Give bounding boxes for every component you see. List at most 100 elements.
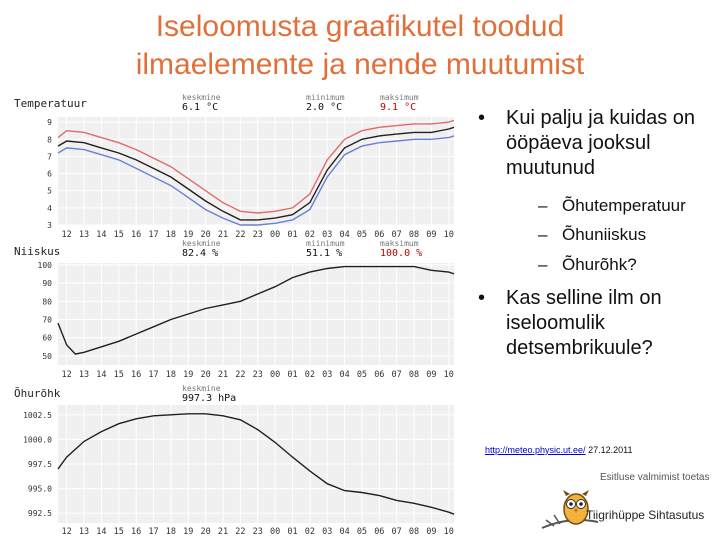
temperature-mean-stat: keskmine 6.1 °C [182,93,221,114]
humidity-min-stat: miinimum 51.1 % [306,239,345,260]
x-tick-label: 07 [392,370,402,380]
owl-on-branch-icon [541,490,599,529]
humidity-mean-stat: keskmine 82.4 % [182,239,221,260]
temperature-panel: Temperatuur keskmine 6.1 °C miinimum 2.0… [14,93,460,243]
slide-title-line-2: ilmaelemente ja nende muutumist [135,48,585,81]
temperature-chart: 3 4 5 6 7 8 9 12 13 14 15 16 17 18 19 20 21 22 23 00 01 02 03 0… [47,117,455,240]
x-tick-label: 22 [235,230,245,240]
slide-title-line-1: Iseloomusta graafikutel toodud [155,10,565,43]
subitem-dash: – [538,255,548,274]
y-tick-label: 8 [47,135,52,144]
y-tick-label: 80 [42,297,52,306]
bullet-item-1: • Kui palju ja kuidas on ööpäeva jooksul… [478,106,718,186]
y-tick-label: 992.5 [28,509,52,518]
humidity-title: Niiskus [14,245,61,258]
y-tick-label: 70 [42,315,52,324]
y-tick-label: 9 [47,118,52,127]
x-tick-label: 02 [305,370,315,380]
x-tick-label: 17 [148,230,158,240]
temperature-max-value: 9.1 °C [380,102,417,113]
x-tick-label: 09 [426,527,436,537]
x-tick-label: 18 [166,370,176,380]
x-tick-label: 15 [114,230,124,240]
temperature-mean-label: keskmine [182,93,221,102]
source-date: 27.12.2011 [588,445,633,455]
x-tick-label: 03 [322,527,332,537]
y-tick-label: 995.0 [28,485,52,494]
x-tick-label: 14 [96,370,106,380]
x-tick-label: 05 [357,527,367,537]
bullet-dot: • [478,107,486,129]
humidity-min-value: 51.1 % [306,248,343,259]
bullet-item-2-text: Kas selline ilm on iseloomulik detsembri… [506,287,662,359]
humidity-mean-value: 82.4 % [182,248,219,259]
x-tick-label: 07 [392,527,402,537]
logo-caption: Esitluse valmimist toetas [600,472,710,483]
subitem-3-text: Õhurõhk? [562,255,637,274]
humidity-min-label: miinimum [306,239,345,248]
y-tick-label: 60 [42,334,52,343]
x-tick-label: 07 [392,230,402,240]
x-tick-label: 13 [79,230,89,240]
x-tick-label: 10 [444,370,454,380]
x-tick-label: 15 [114,527,124,537]
temperature-min-value: 2.0 °C [306,102,343,113]
temperature-title: Temperatuur [14,97,87,110]
x-tick-label: 12 [62,230,72,240]
x-tick-label: 08 [409,527,419,537]
sponsor-logo: Esitluse valmimist toetas Tiigrihüppe Si… [540,468,720,540]
x-tick-label: 01 [287,527,297,537]
x-tick-label: 06 [374,527,384,537]
x-tick-label: 16 [131,230,141,240]
pressure-mean-value: 997.3 hPa [182,393,237,404]
x-tick-label: 20 [201,230,211,240]
x-tick-label: 21 [218,527,228,537]
subitem-dash: – [538,225,548,244]
series-line-mean [57,265,455,355]
x-tick-label: 05 [357,370,367,380]
x-tick-label: 05 [357,230,367,240]
x-tick-label: 06 [374,370,384,380]
x-tick-label: 18 [166,230,176,240]
x-tick-label: 16 [131,370,141,380]
x-tick-label: 17 [148,527,158,537]
x-tick-label: 22 [235,527,245,537]
series-line-mean [57,413,455,515]
x-tick-label: 04 [339,370,349,380]
y-tick-label: 1002.5 [23,411,52,420]
x-tick-label: 14 [96,230,106,240]
x-tick-label: 09 [426,370,436,380]
source-link[interactable]: http://meteo.physic.ut.ee/ [485,445,586,455]
y-tick-label: 50 [42,352,52,361]
x-tick-label: 21 [218,230,228,240]
y-tick-label: 3 [47,221,52,230]
x-tick-label: 13 [79,370,89,380]
temperature-min-label: miinimum [306,93,345,102]
x-tick-label: 03 [322,370,332,380]
x-tick-label: 17 [148,370,158,380]
subitem-1-text: Õhutemperatuur [562,196,686,215]
logo-name: Tiigrihüppe Sihtasutus [586,508,705,522]
series-line-mean [57,126,455,221]
x-tick-label: 03 [322,230,332,240]
humidity-max-value: 100.0 % [380,248,423,259]
y-tick-label: 6 [47,170,52,179]
humidity-chart: 50 60 70 80 90 100 12 13 14 15 16 17 18 19 20 21 22 23 00 0… [38,261,455,380]
x-tick-label: 00 [270,230,280,240]
x-tick-label: 20 [201,370,211,380]
x-tick-label: 08 [409,230,419,240]
plot-background [58,263,454,365]
x-tick-label: 22 [235,370,245,380]
y-tick-label: 4 [47,204,52,213]
y-tick-label: 100 [38,261,53,270]
x-tick-label: 13 [79,527,89,537]
x-tick-label: 01 [287,370,297,380]
x-tick-label: 14 [96,527,106,537]
pressure-title: Õhurõhk [14,387,61,400]
x-tick-label: 09 [426,230,436,240]
x-tick-label: 06 [374,230,384,240]
temperature-max-label: maksimum [380,93,419,102]
x-tick-label: 02 [305,230,315,240]
humidity-max-stat: maksimum 100.0 % [380,239,422,260]
x-tick-label: 12 [62,527,72,537]
